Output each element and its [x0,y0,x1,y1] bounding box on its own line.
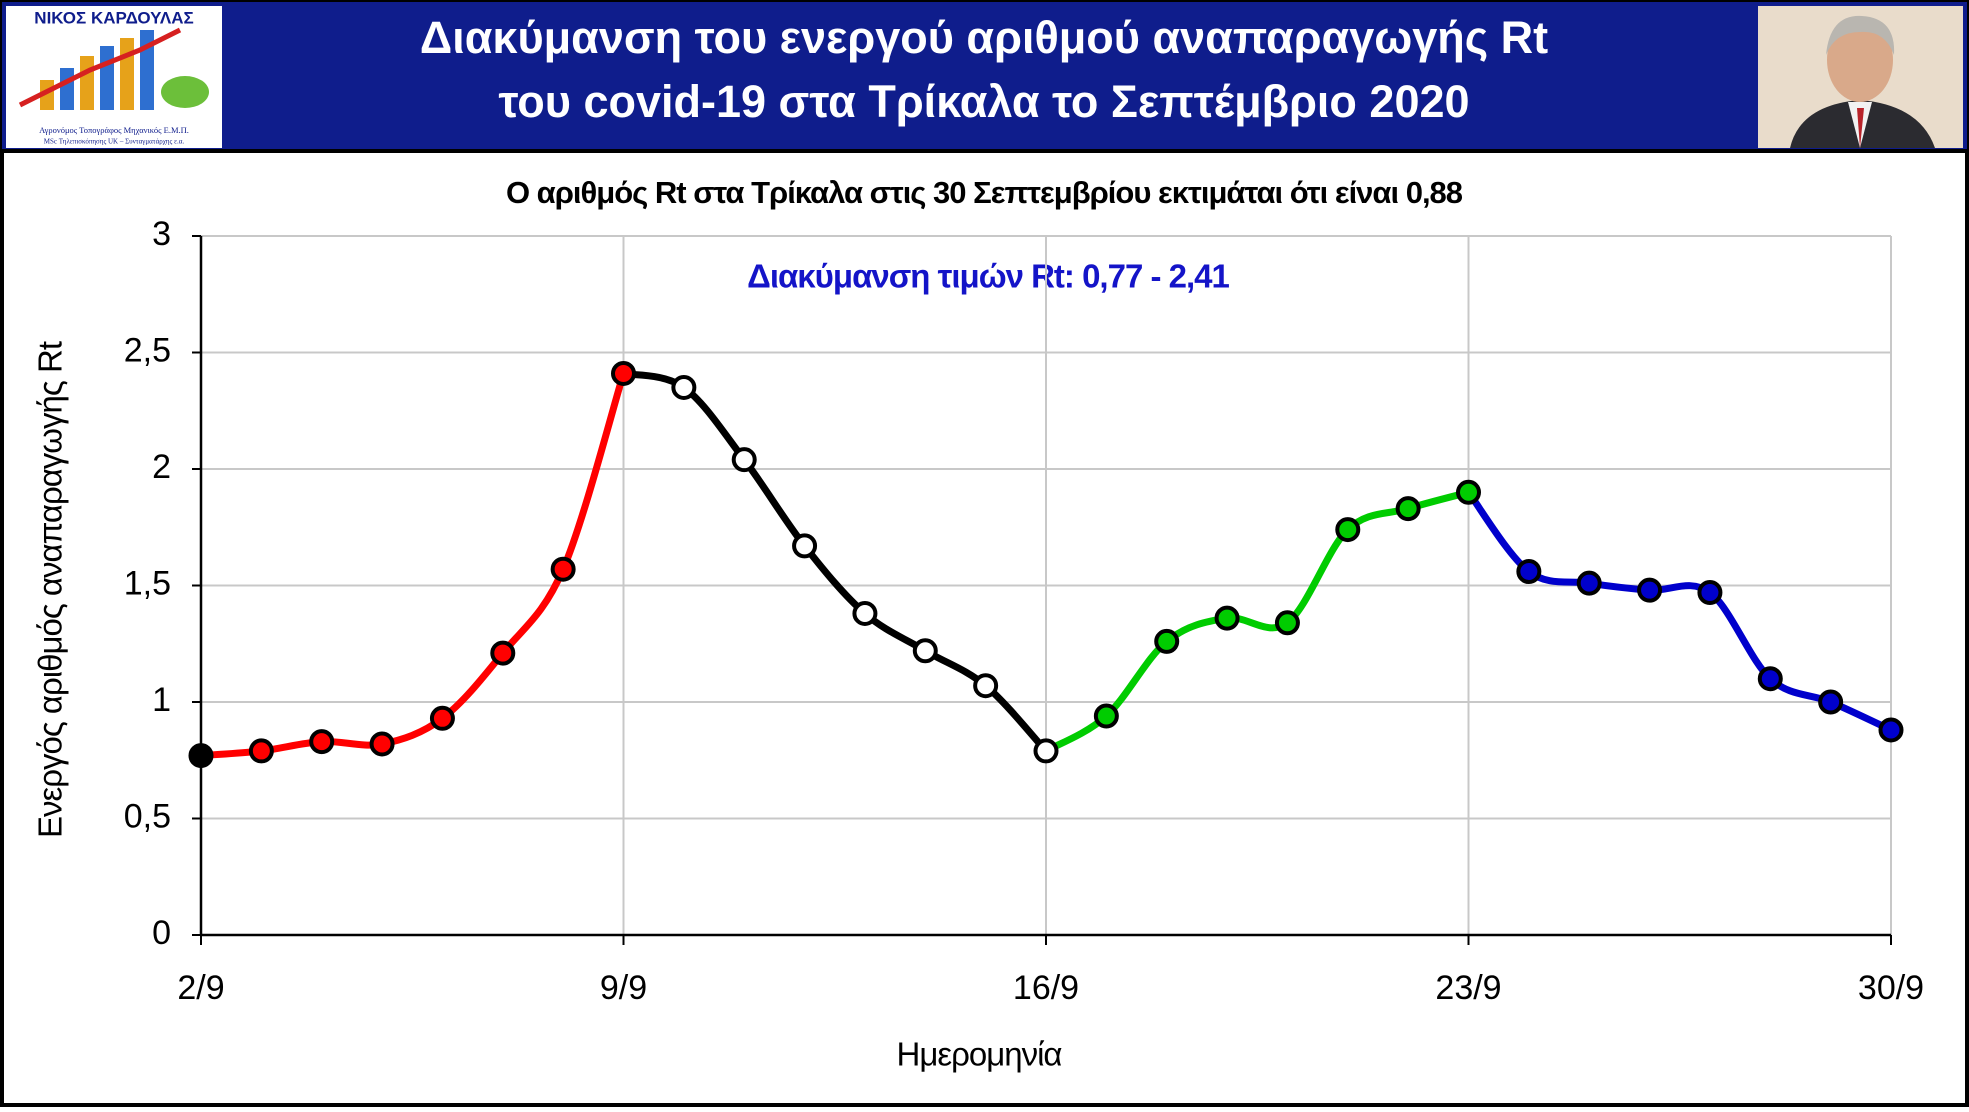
logo-line: MSc Τηλεπισκόπησης UK – Συνταγματάρχης ε… [44,138,185,146]
x-tick-label: 23/9 [1435,969,1501,1007]
y-tick-label: 2,5 [124,331,171,369]
logo: ΝΙΚΟΣ ΚΑΡΔΟΥΛΑΣ Αγρονόμος Τοπογράφος Μηχ… [6,6,222,148]
data-point [490,640,516,666]
photo-face [1827,18,1893,102]
logo-bar [60,68,74,110]
data-point [248,738,274,764]
logo-author: ΝΙΚΟΣ ΚΑΡΔΟΥΛΑΣ [34,8,193,27]
logo-bar [80,56,94,110]
data-point [550,556,576,582]
x-tick-label: 30/9 [1858,969,1924,1007]
data-point [1576,570,1602,596]
y-tick-label: 1,5 [124,564,171,602]
data-point [792,533,818,559]
logo-bar [100,46,114,110]
data-point [429,705,455,731]
data-point [1456,479,1481,505]
data-point [188,743,214,769]
data-point [1757,666,1783,692]
logo-bar [120,38,134,110]
data-point [1154,628,1180,654]
data-point [1214,605,1240,631]
y-tick-label: 1 [152,681,171,719]
header-banner [2,2,1967,151]
data-point [1516,559,1542,585]
y-tick-label: 0 [152,914,171,952]
plot-area: 0 0,5 1 1,5 2 2,5 3 2/9 9/9 16/9 23/9 30/9 [124,215,1924,1007]
data-point [1878,717,1904,743]
x-tick-label: 2/9 [177,969,224,1007]
title-line: Διακύμανση του ενεργού αριθμού αναπαραγω… [420,12,1548,63]
data-point [611,360,636,386]
data-point [731,447,757,473]
data-point [852,600,878,626]
data-point [1033,738,1059,764]
data-point [1274,610,1300,636]
data-point [671,374,697,400]
data-point [1818,689,1844,715]
data-point [369,731,395,757]
x-tick-label: 9/9 [600,969,647,1007]
logo-arrow [18,27,182,108]
annotation: Διακύμανση τιμών Rt: 0,77 - 2,41 [747,258,1229,295]
data-point [309,729,335,755]
y-axis-label: Ενεργός αριθμός αναπαραγωγής Rt [32,341,69,838]
y-tick-label: 2 [152,448,171,486]
data-point [1335,517,1361,543]
chart-title: Ο αριθμός Rt στα Τρίκαλα στις 30 Σεπτεμβ… [506,175,1463,210]
data-point [1395,496,1421,522]
data-point [1093,703,1119,729]
data-point [912,638,938,664]
x-tick-label: 16/9 [1013,969,1079,1007]
y-tick-label: 0,5 [124,797,171,835]
data-point [1697,579,1723,605]
logo-line: Αγρονόμος Τοπογράφος Μηχανικός Ε.Μ.Π. [39,125,189,135]
data-point [973,673,999,699]
photo-tie [1857,108,1864,148]
data-point [1637,577,1663,603]
y-tick-label: 3 [152,215,171,253]
photo [1758,6,1963,148]
title-line: του covid-19 στα Τρίκαλα το Σεπτέμβριο 2… [498,76,1469,127]
photo-hair [1826,15,1895,55]
x-axis-label: Ημερομηνία [897,1036,1063,1073]
logo-pie [161,76,209,108]
